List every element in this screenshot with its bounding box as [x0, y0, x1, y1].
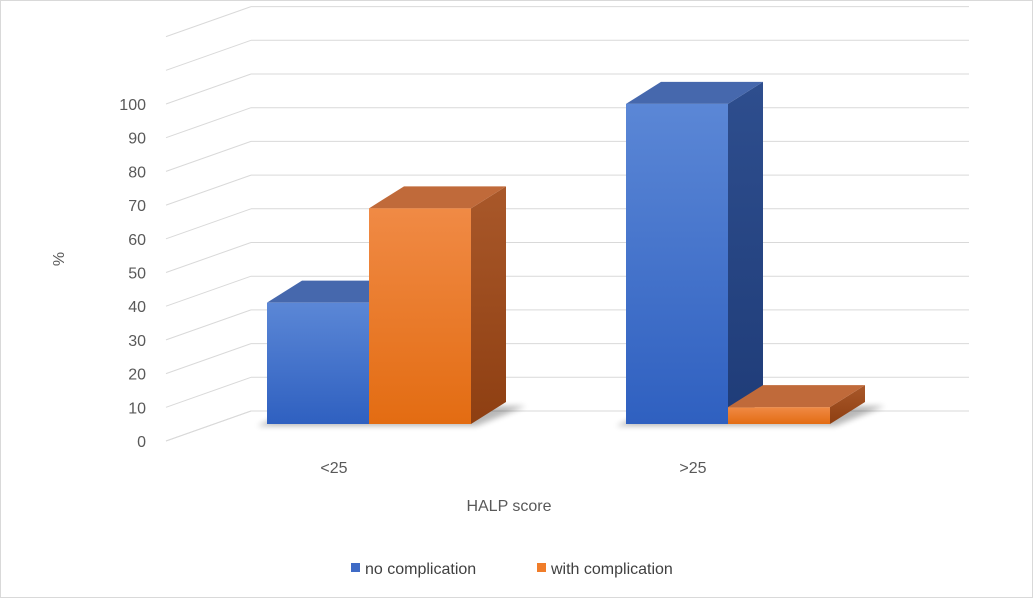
y-tick-label: 50 [128, 266, 146, 283]
legend-label: with complication [550, 561, 673, 578]
chart-floor [166, 411, 251, 441]
y-tick-label: 10 [128, 400, 146, 417]
y-tick-label: 100 [119, 97, 146, 114]
x-axis-title: HALP score [466, 498, 551, 515]
bar-front [728, 407, 830, 424]
gridline [166, 7, 969, 37]
floor-edge [166, 411, 251, 441]
y-tick-label: 90 [128, 131, 146, 148]
legend-label: no complication [365, 561, 476, 578]
x-tick-label: >25 [679, 460, 706, 477]
bar-front [626, 104, 728, 424]
y-axis-title: % [51, 252, 68, 266]
gridline [166, 243, 969, 273]
legend: no complication with complication [351, 561, 673, 578]
gridline [166, 40, 969, 70]
bar-side [728, 82, 763, 424]
legend-item: no complication [351, 561, 476, 578]
gridline [166, 141, 969, 171]
y-tick-label: 0 [137, 434, 146, 451]
y-tick-label: 30 [128, 333, 146, 350]
y-axis-ticks: 0 10 20 30 40 50 60 70 80 90 100 [119, 97, 146, 451]
bar-front [369, 208, 471, 424]
legend-item: with complication [537, 561, 673, 578]
gridline [166, 175, 969, 205]
bar [369, 186, 506, 424]
y-tick-label: 60 [128, 232, 146, 249]
bar [626, 82, 763, 424]
gridline [166, 209, 969, 239]
gridline [166, 108, 969, 138]
x-tick-label: <25 [320, 460, 347, 477]
y-tick-label: 80 [128, 164, 146, 181]
gridline [166, 74, 969, 104]
x-axis-ticks: <25 >25 [320, 460, 706, 477]
y-tick-label: 70 [128, 198, 146, 215]
y-tick-label: 20 [128, 367, 146, 384]
bars [267, 82, 865, 424]
bar-front [267, 303, 369, 424]
legend-swatch [351, 563, 360, 572]
legend-swatch [537, 563, 546, 572]
bar-side [471, 186, 506, 424]
y-tick-label: 40 [128, 299, 146, 316]
